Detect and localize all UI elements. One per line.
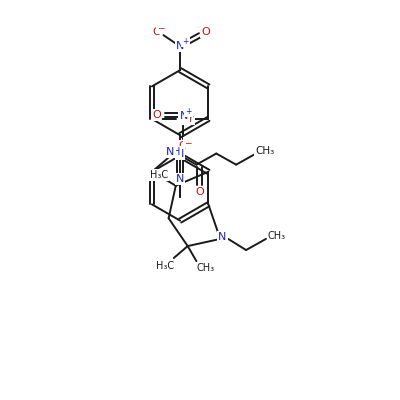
Text: +: + bbox=[182, 37, 188, 46]
Text: CH₃: CH₃ bbox=[255, 146, 274, 156]
Text: N: N bbox=[166, 147, 174, 157]
Text: H: H bbox=[173, 147, 181, 157]
Text: O: O bbox=[152, 27, 161, 37]
Text: N: N bbox=[176, 174, 184, 184]
Text: −: − bbox=[157, 24, 165, 32]
Text: H₃C: H₃C bbox=[150, 170, 168, 180]
Text: N: N bbox=[218, 232, 226, 242]
Text: −: − bbox=[184, 138, 192, 147]
Text: N: N bbox=[176, 41, 184, 51]
Text: O: O bbox=[195, 187, 204, 197]
Text: CH₃: CH₃ bbox=[268, 231, 286, 241]
Text: O: O bbox=[152, 110, 161, 120]
Text: H₃C: H₃C bbox=[156, 261, 174, 271]
Text: N: N bbox=[180, 111, 188, 121]
Text: O: O bbox=[202, 27, 210, 37]
Text: Br: Br bbox=[182, 114, 194, 124]
Text: O: O bbox=[178, 141, 187, 151]
Text: CH₃: CH₃ bbox=[196, 263, 215, 273]
Text: +: + bbox=[185, 106, 192, 116]
Text: N: N bbox=[176, 149, 184, 159]
